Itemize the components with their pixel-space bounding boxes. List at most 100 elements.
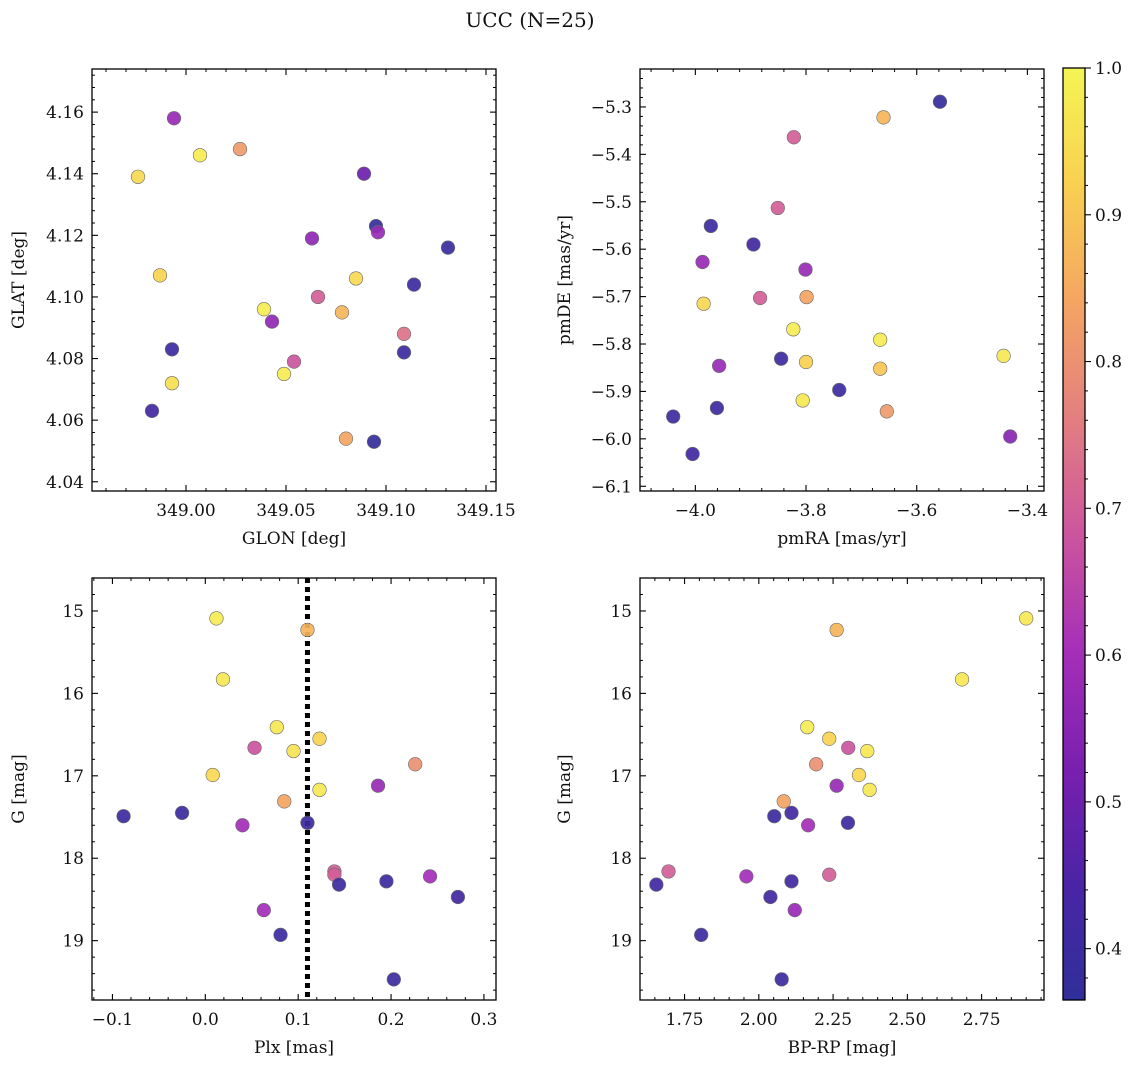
data-point bbox=[256, 903, 271, 918]
data-point bbox=[832, 382, 847, 398]
data-point bbox=[862, 782, 877, 797]
y-tick-label: 18 bbox=[62, 849, 84, 869]
x-tick-label: 1.75 bbox=[666, 1010, 704, 1030]
data-point bbox=[876, 110, 891, 125]
data-point bbox=[144, 403, 160, 419]
colorbar-tick-label: 1.0 bbox=[1095, 59, 1122, 79]
y-tick-label: 15 bbox=[62, 602, 84, 622]
colorbar-tick-label: 0.7 bbox=[1095, 499, 1122, 519]
data-point bbox=[370, 225, 386, 240]
data-point bbox=[767, 809, 782, 824]
panel-2: −4.0 −3.8 −3.6 −3.4 −6.1 −6.0 −5.9 −5.8 −5.7 −5.6… bbox=[555, 68, 1048, 549]
x-tick-label: 349.10 bbox=[356, 501, 415, 521]
x-axis-label: BP-RP [mag] bbox=[788, 1038, 897, 1058]
data-point bbox=[406, 277, 422, 292]
data-point bbox=[256, 302, 272, 317]
data-point bbox=[174, 805, 190, 821]
data-point bbox=[396, 326, 412, 342]
x-tick-label: 2.00 bbox=[740, 1010, 778, 1030]
data-point bbox=[286, 354, 302, 369]
data-point bbox=[709, 400, 725, 416]
data-point bbox=[331, 877, 347, 892]
data-point bbox=[784, 874, 799, 889]
x-tick-label: 349.05 bbox=[256, 501, 315, 521]
colorbar-tick-label: 0.6 bbox=[1095, 646, 1122, 666]
data-point bbox=[152, 268, 168, 283]
y-tick-label: 15 bbox=[610, 602, 632, 622]
data-point bbox=[370, 778, 386, 793]
data-point bbox=[286, 743, 301, 759]
data-point bbox=[798, 262, 813, 277]
data-point bbox=[334, 305, 350, 320]
data-point bbox=[799, 289, 814, 305]
data-point bbox=[829, 778, 844, 793]
data-point bbox=[276, 366, 292, 382]
data-point bbox=[1003, 429, 1018, 444]
colorbar-tick-label: 0.4 bbox=[1095, 940, 1122, 960]
data-point bbox=[269, 720, 284, 735]
data-point bbox=[116, 809, 131, 824]
y-axis-label: pmDE [mas/yr] bbox=[555, 215, 575, 345]
y-tick-label: 17 bbox=[610, 767, 632, 787]
data-point bbox=[685, 446, 700, 462]
x-axis-label: pmRA [mas/yr] bbox=[777, 529, 906, 549]
data-point bbox=[739, 869, 754, 884]
data-point bbox=[786, 130, 801, 145]
data-point bbox=[801, 818, 816, 833]
y-axis-label: GLAT [deg] bbox=[9, 231, 29, 329]
y-tick-label: 19 bbox=[610, 932, 632, 952]
y-axis-label: G [mag] bbox=[555, 754, 575, 823]
data-point bbox=[164, 342, 180, 357]
data-point bbox=[273, 927, 288, 942]
data-point bbox=[304, 231, 320, 246]
data-point bbox=[786, 322, 801, 337]
data-point bbox=[851, 767, 867, 783]
x-tick-label: −3.8 bbox=[785, 501, 826, 521]
data-point bbox=[787, 903, 802, 918]
data-point bbox=[770, 200, 785, 216]
data-point bbox=[310, 289, 326, 305]
y-tick-label: −5.4 bbox=[591, 145, 632, 165]
y-tick-label: −5.7 bbox=[591, 288, 632, 308]
data-point bbox=[661, 864, 676, 879]
data-point bbox=[696, 296, 711, 311]
data-point bbox=[774, 972, 789, 987]
data-point bbox=[215, 672, 231, 687]
x-axis-label: GLON [deg] bbox=[242, 529, 346, 549]
data-point bbox=[712, 358, 727, 373]
x-tick-label: −0.1 bbox=[92, 1010, 133, 1030]
x-tick-label: 2.75 bbox=[963, 1010, 1001, 1030]
data-point bbox=[205, 767, 220, 783]
panel-1: 349.00 349.05 349.10 349.15 4.04 4.06 4.08 4.10… bbox=[9, 68, 516, 549]
data-point bbox=[348, 271, 364, 286]
x-tick-label: 0.2 bbox=[378, 1010, 405, 1030]
data-point bbox=[795, 393, 810, 408]
y-tick-label: 16 bbox=[610, 684, 632, 704]
data-point bbox=[776, 794, 791, 809]
colorbar-gradient bbox=[1062, 67, 1086, 1001]
data-point bbox=[300, 622, 315, 638]
plot-frame bbox=[639, 68, 1045, 492]
data-point bbox=[440, 240, 456, 255]
x-tick-label: 0.3 bbox=[470, 1010, 497, 1030]
y-tick-label: −5.8 bbox=[591, 335, 632, 355]
x-tick-label: 2.25 bbox=[814, 1010, 852, 1030]
data-point bbox=[130, 169, 146, 184]
data-point bbox=[932, 94, 948, 109]
x-tick-label: −3.4 bbox=[1007, 501, 1048, 521]
data-point bbox=[703, 218, 718, 234]
y-tick-label: −5.5 bbox=[591, 193, 632, 213]
y-tick-label: 18 bbox=[610, 849, 632, 869]
data-point bbox=[166, 111, 182, 126]
y-axis-label: G [mag] bbox=[9, 754, 29, 823]
y-tick-label: −5.9 bbox=[591, 382, 632, 402]
data-point bbox=[300, 815, 315, 830]
x-tick-label: 0.1 bbox=[285, 1010, 312, 1030]
plot-frame bbox=[91, 68, 497, 492]
colorbar: 0.4 0.5 0.6 0.7 0.8 0.9 1.0 bbox=[1062, 59, 1122, 1001]
data-point bbox=[822, 867, 837, 882]
y-tick-label: −5.6 bbox=[591, 240, 632, 260]
data-point bbox=[879, 404, 894, 419]
y-tick-label: 19 bbox=[62, 932, 84, 952]
